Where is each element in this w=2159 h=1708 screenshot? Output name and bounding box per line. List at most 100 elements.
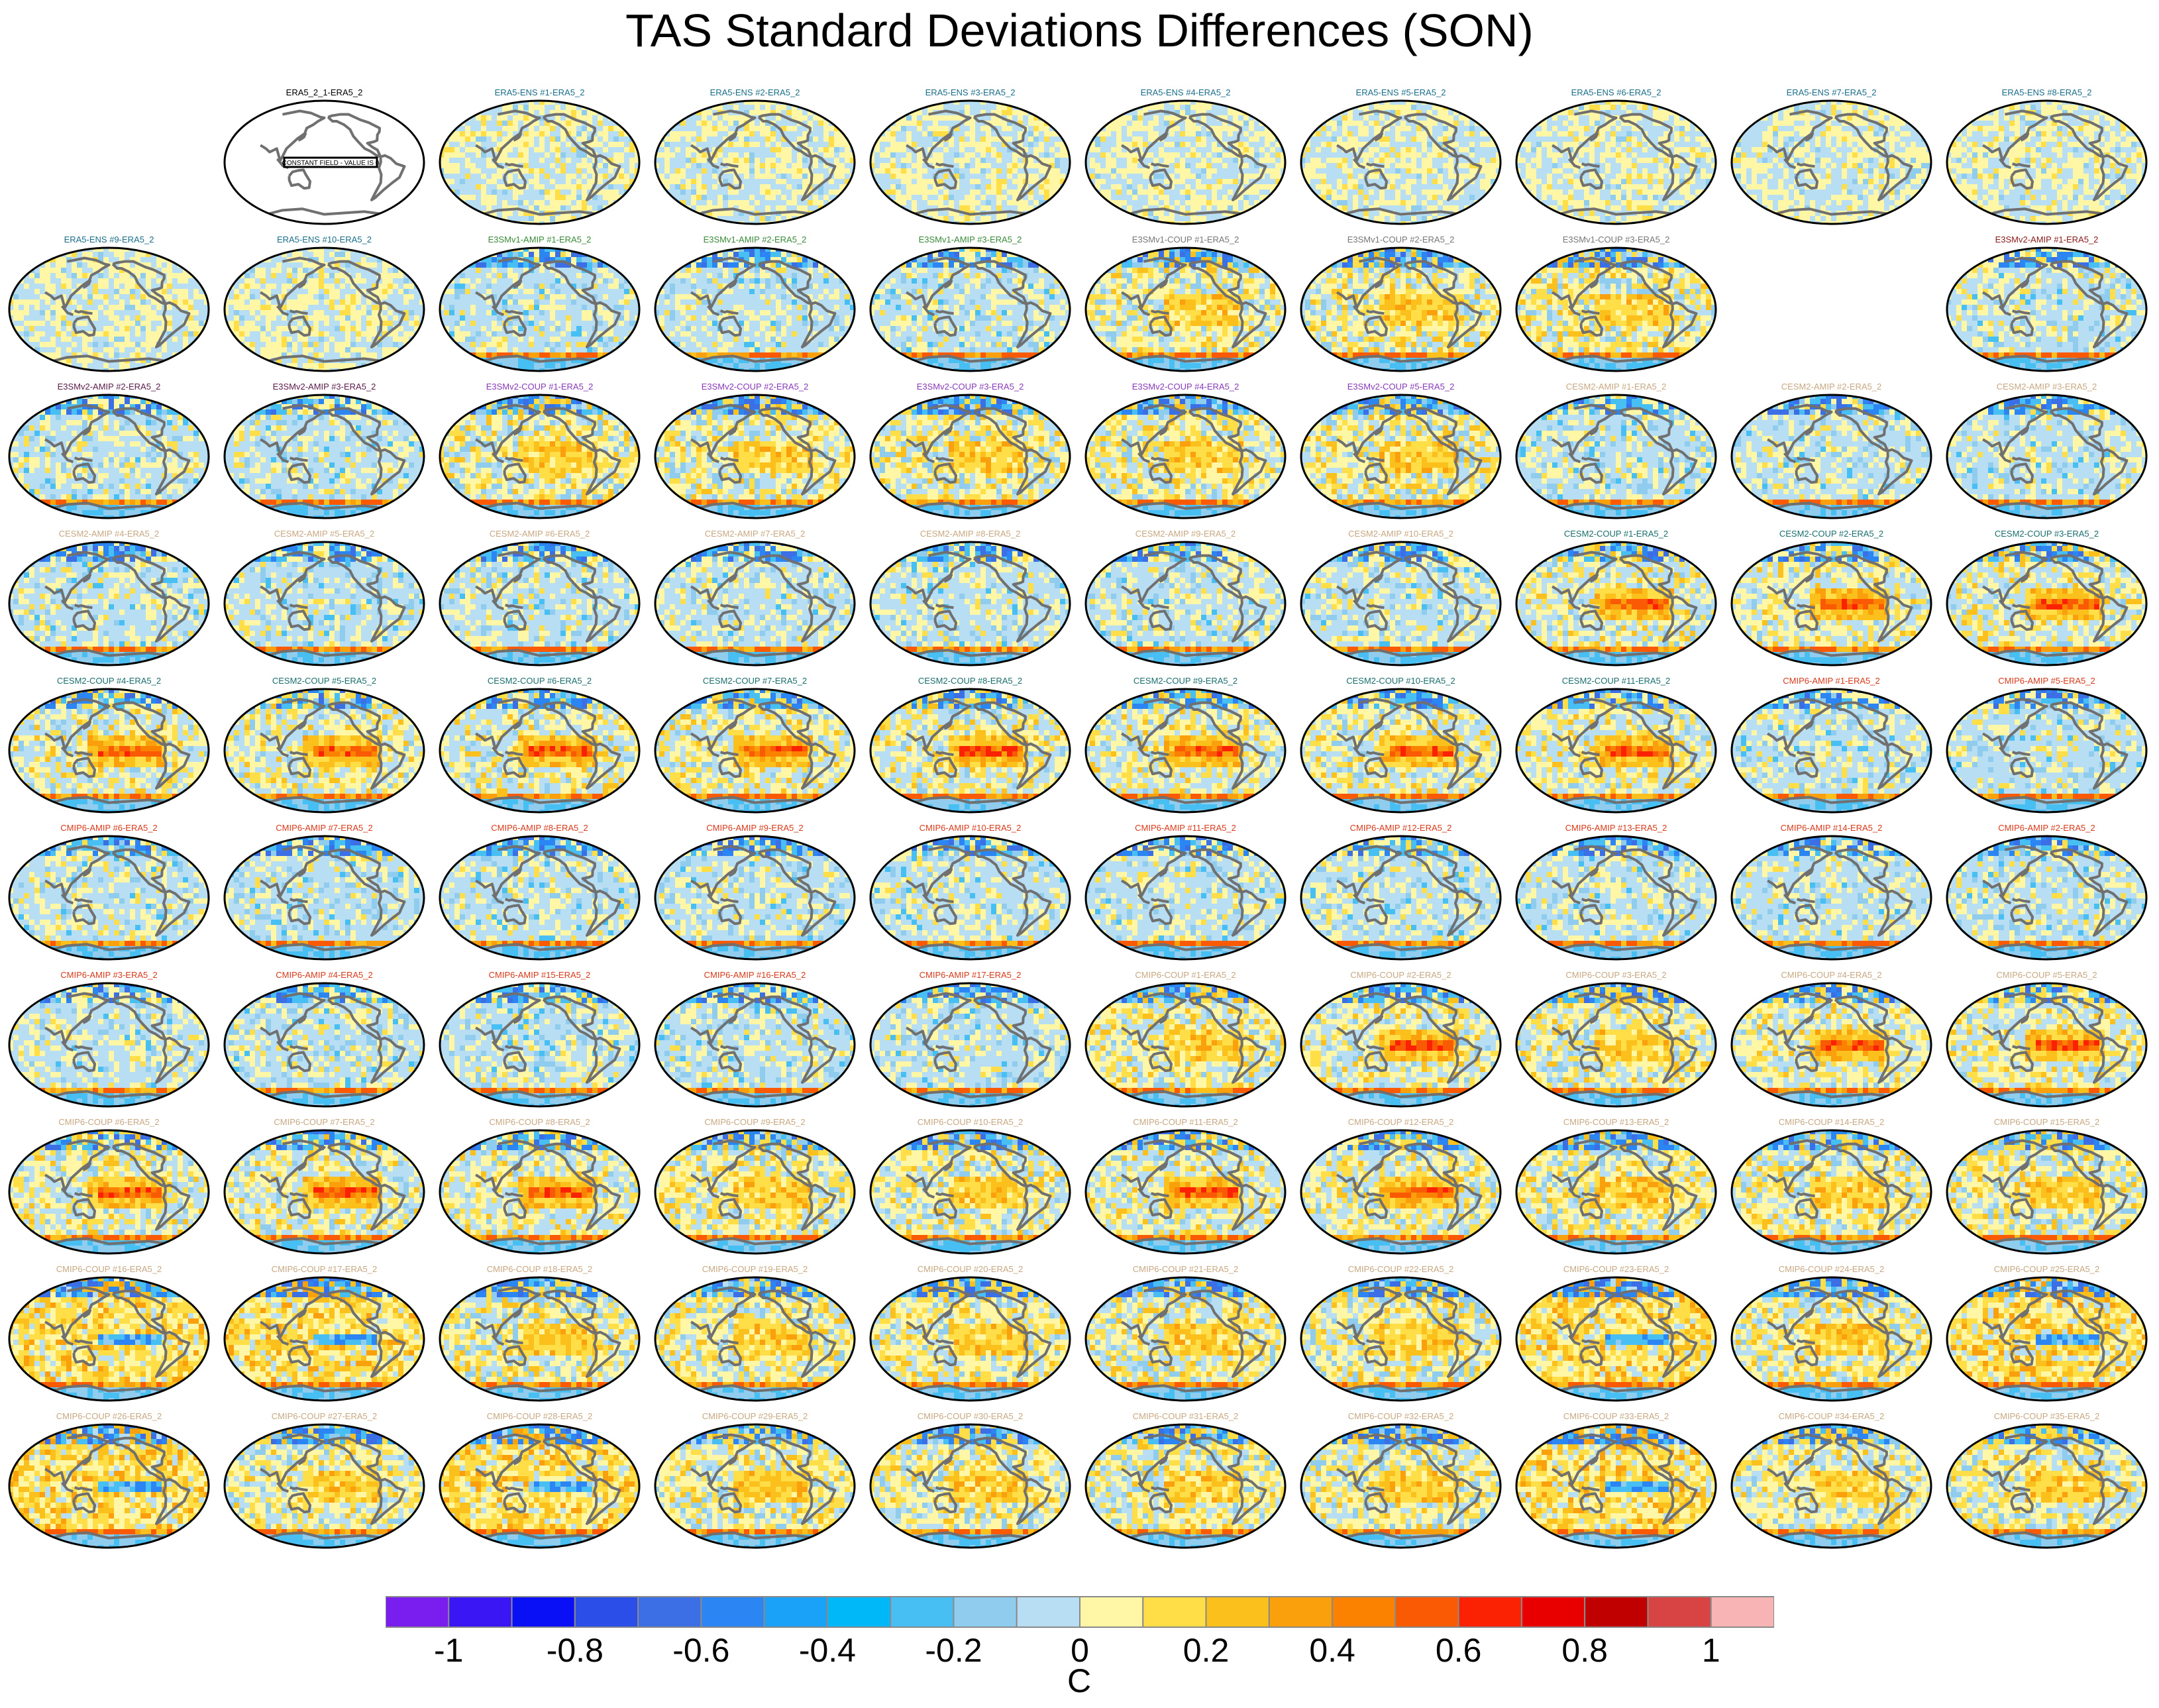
map-panel: CMIP6-COUP #21-ERA5_2	[1078, 1264, 1293, 1403]
robinson-map	[8, 1423, 210, 1549]
map-panel-title: E3SMv1-AMIP #1-ERA5_2	[432, 235, 647, 245]
map-panel: E3SMv2-COUP #4-ERA5_2	[1078, 382, 1293, 521]
map-panel-title: CMIP6-COUP #19-ERA5_2	[647, 1264, 863, 1275]
map-panel-title: CMIP6-COUP #6-ERA5_2	[1, 1117, 217, 1128]
map-panel-title: CESM2-AMIP #10-ERA5_2	[1293, 529, 1508, 539]
colorbar-tick-label: 0.2	[1183, 1631, 1230, 1670]
robinson-map	[8, 246, 210, 372]
map-panel: CMIP6-AMIP #2-ERA5_2	[1939, 823, 2154, 962]
colorbar-swatch	[1332, 1597, 1395, 1627]
map-panel-title: ERA5-ENS #2-ERA5_2	[647, 87, 863, 98]
map-panel-title: CMIP6-COUP #27-ERA5_2	[217, 1411, 432, 1422]
map-panel-title: CESM2-COUP #7-ERA5_2	[647, 676, 863, 686]
robinson-map	[1300, 541, 1502, 667]
map-panel: CMIP6-COUP #24-ERA5_2	[1724, 1264, 1939, 1403]
map-panel-title: CMIP6-COUP #13-ERA5_2	[1508, 1117, 1724, 1128]
colorbar-swatch	[1206, 1597, 1269, 1627]
map-panel: CMIP6-COUP #20-ERA5_2	[863, 1264, 1078, 1403]
robinson-map	[1515, 246, 1717, 372]
map-panel: CMIP6-COUP #5-ERA5_2	[1939, 970, 2154, 1109]
map-panel-title: ERA5-ENS #10-ERA5_2	[217, 235, 432, 245]
map-panel: CMIP6-COUP #10-ERA5_2	[863, 1117, 1078, 1256]
robinson-map	[223, 982, 425, 1108]
robinson-map	[1730, 1276, 1932, 1402]
map-panel-title: CMIP6-COUP #35-ERA5_2	[1939, 1411, 2154, 1422]
map-panel-title: E3SMv1-COUP #2-ERA5_2	[1293, 235, 1508, 245]
map-panel-title: CMIP6-COUP #24-ERA5_2	[1724, 1264, 1939, 1275]
map-panel: CMIP6-COUP #17-ERA5_2	[217, 1264, 432, 1403]
robinson-map	[223, 246, 425, 372]
map-panel: CMIP6-AMIP #8-ERA5_2	[432, 823, 647, 962]
map-panel-title: CMIP6-COUP #11-ERA5_2	[1078, 1117, 1293, 1128]
map-panel-title: CMIP6-COUP #12-ERA5_2	[1293, 1117, 1508, 1128]
map-panel-title: CMIP6-AMIP #2-ERA5_2	[1939, 823, 2154, 833]
map-panel-title: CMIP6-AMIP #9-ERA5_2	[647, 823, 863, 833]
map-panel-title: E3SMv1-AMIP #2-ERA5_2	[647, 235, 863, 245]
map-panel-title: CMIP6-COUP #5-ERA5_2	[1939, 970, 2154, 981]
colorbar-swatch	[1459, 1597, 1522, 1627]
robinson-map	[1515, 688, 1717, 814]
colorbar-swatch	[386, 1597, 448, 1627]
map-panel-title: E3SMv1-COUP #3-ERA5_2	[1508, 235, 1724, 245]
robinson-map	[1946, 1276, 2148, 1402]
map-panel-title: CMIP6-COUP #10-ERA5_2	[863, 1117, 1078, 1128]
map-panel: CMIP6-COUP #12-ERA5_2	[1293, 1117, 1508, 1256]
robinson-map	[1946, 99, 2148, 225]
map-panel-title: CMIP6-AMIP #15-ERA5_2	[432, 970, 647, 981]
colorbar-swatch	[1395, 1597, 1458, 1627]
robinson-map	[1515, 1276, 1717, 1402]
robinson-map	[869, 835, 1071, 961]
map-panel: CESM2-AMIP #1-ERA5_2	[1508, 382, 1724, 521]
colorbar-tick-label: -0.8	[547, 1631, 604, 1670]
map-panel: ERA5-ENS #10-ERA5_2	[217, 235, 432, 374]
map-panel: CMIP6-AMIP #11-ERA5_2	[1078, 823, 1293, 962]
robinson-map	[439, 1276, 641, 1402]
map-panel: E3SMv1-COUP #2-ERA5_2	[1293, 235, 1508, 374]
robinson-map	[1730, 541, 1932, 667]
map-panel-title: CMIP6-AMIP #6-ERA5_2	[1, 823, 217, 833]
robinson-map	[869, 982, 1071, 1108]
colorbar-tick-label: 0.4	[1309, 1631, 1355, 1670]
map-panel-title: ERA5-ENS #3-ERA5_2	[863, 87, 1078, 98]
map-panel-title: ERA5-ENS #1-ERA5_2	[432, 87, 647, 98]
map-panel: CMIP6-COUP #4-ERA5_2	[1724, 970, 1939, 1109]
robinson-map	[869, 1129, 1071, 1255]
map-panel-title: CMIP6-AMIP #7-ERA5_2	[217, 823, 432, 833]
map-panel: CMIP6-COUP #16-ERA5_2	[1, 1264, 217, 1403]
map-panel-title: E3SMv2-AMIP #3-ERA5_2	[217, 382, 432, 392]
robinson-map	[654, 1276, 856, 1402]
map-panel: CESM2-AMIP #2-ERA5_2	[1724, 382, 1939, 521]
map-panel: CESM2-AMIP #6-ERA5_2	[432, 529, 647, 668]
map-panel-title: ERA5-ENS #5-ERA5_2	[1293, 87, 1508, 98]
robinson-map	[869, 99, 1071, 225]
map-panel: ERA5-ENS #2-ERA5_2	[647, 87, 863, 227]
map-panel: CESM2-COUP #2-ERA5_2	[1724, 529, 1939, 668]
map-panel-title: CMIP6-COUP #25-ERA5_2	[1939, 1264, 2154, 1275]
map-panel-title: CESM2-AMIP #5-ERA5_2	[217, 529, 432, 539]
map-panel-title: CMIP6-COUP #2-ERA5_2	[1293, 970, 1508, 981]
robinson-map	[1084, 394, 1287, 519]
map-panel: CMIP6-COUP #23-ERA5_2	[1508, 1264, 1724, 1403]
robinson-map	[439, 394, 641, 519]
map-panel: CMIP6-COUP #3-ERA5_2	[1508, 970, 1724, 1109]
map-panel: CESM2-COUP #1-ERA5_2	[1508, 529, 1724, 668]
map-panel-title: CESM2-COUP #1-ERA5_2	[1508, 529, 1724, 539]
map-panel-title: CESM2-COUP #6-ERA5_2	[432, 676, 647, 686]
map-panel-title: CMIP6-COUP #3-ERA5_2	[1508, 970, 1724, 981]
map-panel: CMIP6-COUP #11-ERA5_2	[1078, 1117, 1293, 1256]
colorbar-swatch	[827, 1597, 890, 1627]
robinson-map	[8, 394, 210, 519]
robinson-map	[654, 1129, 856, 1255]
reference-map-panel: ERA5_2_1-ERA5_2 CONSTANT FIELD - VALUE IS…	[217, 87, 432, 227]
colorbar	[386, 1595, 1774, 1630]
robinson-map	[1300, 1129, 1502, 1255]
map-panel-title: CESM2-AMIP #3-ERA5_2	[1939, 382, 2154, 392]
robinson-map	[1515, 1129, 1717, 1255]
map-panel-title: ERA5-ENS #7-ERA5_2	[1724, 87, 1939, 98]
colorbar-swatch	[701, 1597, 764, 1627]
map-panel-title: E3SMv2-AMIP #1-ERA5_2	[1939, 235, 2154, 245]
map-panel: E3SMv2-AMIP #2-ERA5_2	[1, 382, 217, 521]
map-panel: CMIP6-COUP #18-ERA5_2	[432, 1264, 647, 1403]
colorbar-tick-label: -1	[434, 1631, 463, 1670]
robinson-map	[1946, 541, 2148, 667]
